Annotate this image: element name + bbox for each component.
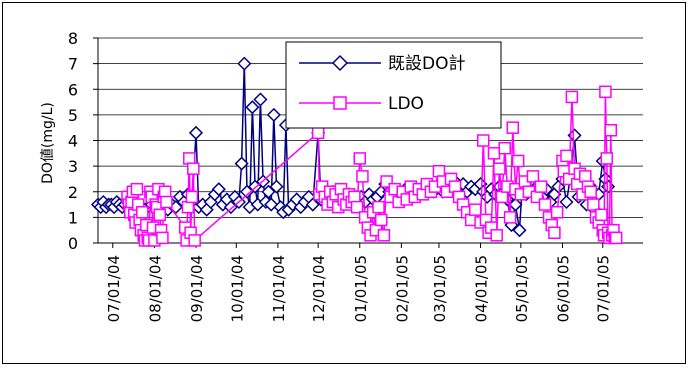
data-point (348, 190, 361, 204)
x-tick-label: 07/01/05 (595, 255, 613, 322)
data-point (253, 92, 268, 107)
data-point (584, 185, 597, 198)
data-point (234, 156, 249, 171)
data-point (269, 179, 284, 194)
data-point (548, 226, 561, 239)
legend-marker-series-2 (333, 96, 347, 110)
data-point (487, 147, 501, 160)
data-point (261, 184, 276, 199)
data-point (511, 154, 525, 168)
data-point (538, 198, 552, 211)
legend-box (285, 41, 502, 129)
data-point (153, 208, 166, 222)
data-point (508, 197, 523, 212)
y-tick-label: 7 (68, 55, 78, 74)
y-tick-label: 8 (68, 29, 78, 48)
data-point (350, 200, 364, 214)
data-point (599, 85, 612, 99)
x-tick-labels: 07/01/04 08/01/04 09/01/04 10/01/04 11/01/04… (105, 255, 613, 322)
data-point (595, 208, 608, 222)
y-tick-label: 3 (68, 157, 78, 176)
data-point (490, 229, 503, 242)
x-tick-label: 03/01/05 (431, 255, 449, 322)
data-point (311, 126, 325, 140)
data-point (372, 200, 385, 214)
y-tick-label: 1 (68, 208, 78, 227)
legend: 既設DO計 LDO (285, 41, 502, 129)
y-tick-label: 0 (68, 234, 78, 253)
legend-label-series-2: LDO (388, 94, 424, 114)
data-point (211, 182, 226, 197)
data-point (239, 184, 255, 199)
data-point (187, 162, 200, 175)
data-point (432, 165, 446, 178)
x-tick-label: 02/01/05 (393, 255, 411, 322)
data-point (160, 195, 173, 209)
data-point (156, 231, 169, 245)
data-point (495, 190, 509, 204)
data-point (188, 125, 204, 140)
y-tick-label: 6 (68, 80, 78, 99)
x-tick-label: 06/01/05 (554, 255, 572, 322)
y-tick-labels: 0 1 2 3 4 5 6 7 8 (68, 29, 78, 253)
data-point (503, 211, 517, 224)
series-2 (121, 85, 623, 247)
data-point (565, 90, 579, 104)
data-point (550, 206, 564, 219)
data-point (245, 100, 260, 115)
x-tick-label: 04/01/05 (473, 255, 491, 322)
data-point (506, 121, 520, 134)
x-tick-label: 11/01/04 (270, 255, 288, 322)
data-point (609, 231, 623, 245)
line-chart: 0 1 2 3 4 5 6 7 8 07/01/04 08/01/04 09/01/04 10/01/… (40, 29, 643, 322)
y-tick-label: 4 (68, 132, 78, 151)
legend-label-series-1: 既設DO計 (388, 54, 465, 74)
x-tick-label: 09/01/04 (188, 255, 206, 322)
data-point (498, 141, 511, 155)
data-point (181, 200, 195, 214)
data-point (579, 170, 592, 183)
x-tick-label: 12/01/04 (310, 255, 328, 322)
data-point (305, 197, 320, 212)
y-axis-label: DO値(mg/L) (40, 102, 56, 184)
chart-frame: 0 1 2 3 4 5 6 7 8 07/01/04 08/01/04 09/01/04 10/01/… (2, 2, 686, 364)
data-point (526, 170, 540, 183)
x-tick-label: 07/01/04 (105, 255, 123, 322)
legend-marker-series-1 (331, 54, 349, 72)
x-tick-label: 08/01/04 (146, 255, 164, 322)
data-point (380, 175, 393, 188)
data-point (559, 194, 574, 210)
data-point (600, 152, 614, 165)
data-point (477, 134, 490, 147)
data-point (512, 223, 527, 238)
data-point (604, 124, 618, 137)
data-point (534, 180, 548, 193)
data-point (158, 185, 172, 198)
y-tick-label: 5 (68, 106, 78, 125)
data-point (130, 182, 144, 196)
data-point (356, 170, 369, 183)
data-point (493, 162, 506, 175)
data-point (353, 152, 367, 165)
data-point (188, 234, 201, 247)
y-tick-label: 2 (68, 183, 78, 202)
data-point (374, 213, 388, 227)
x-tick-label: 01/01/05 (352, 255, 370, 322)
x-tick-label: 10/01/04 (228, 255, 246, 322)
data-point (377, 229, 391, 242)
data-point (468, 203, 482, 216)
data-point (448, 180, 462, 193)
data-point (266, 107, 281, 122)
data-point (587, 198, 600, 211)
x-tick-label: 05/01/05 (513, 255, 531, 322)
data-point (185, 190, 199, 204)
series-layer (90, 56, 623, 247)
data-point (136, 206, 149, 219)
data-point (237, 56, 252, 71)
data-point (183, 152, 196, 165)
data-point (560, 149, 573, 163)
